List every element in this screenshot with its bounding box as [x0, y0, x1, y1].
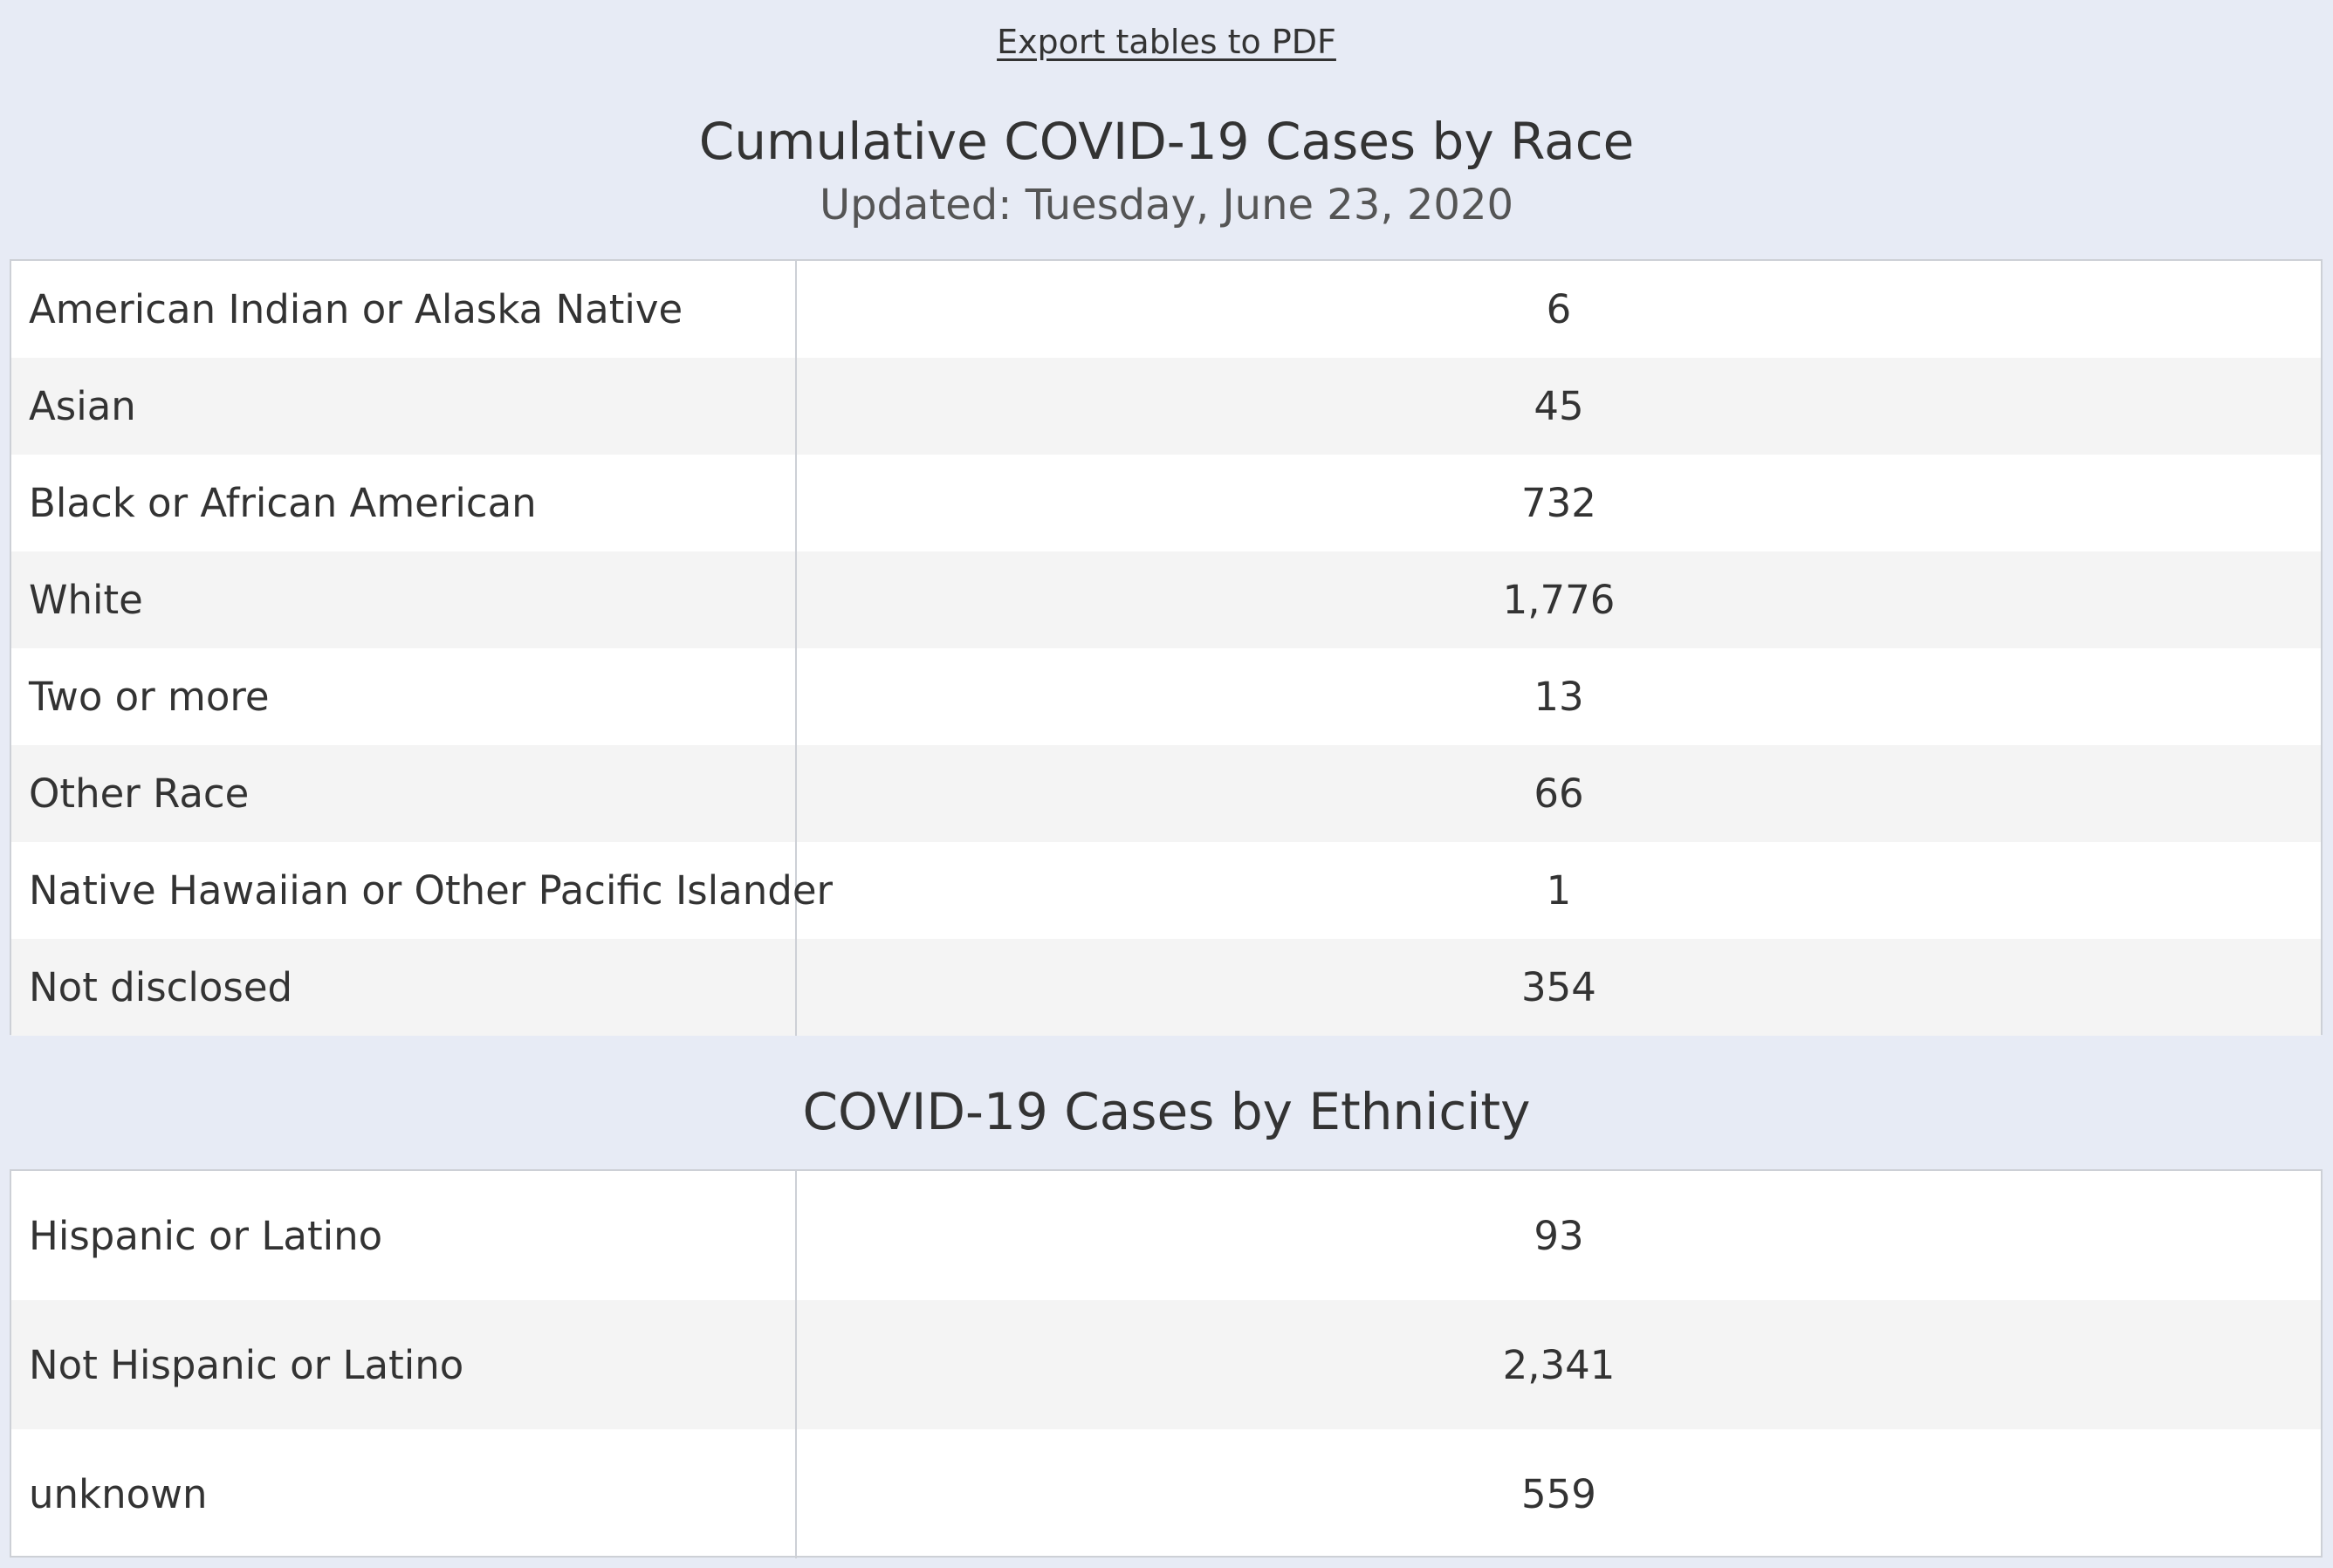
race-case-count: 45 [1534, 383, 1584, 429]
race-label: Native Hawaiian or Other Pacific Islande… [11, 842, 833, 939]
table-row: Asian 45 [11, 358, 2321, 455]
table-row: Not disclosed 354 [11, 939, 2321, 1036]
race-case-count: 1 [1546, 867, 1572, 914]
race-case-count: 13 [1534, 674, 1584, 720]
race-case-count: 354 [1521, 964, 1596, 1010]
table-row: Black or African American 732 [11, 455, 2321, 551]
race-table-title: Cumulative COVID-19 Cases by Race [698, 112, 1635, 171]
ethnicity-case-count: 559 [1521, 1470, 1596, 1517]
ethnicity-label: Not Hispanic or Latino [11, 1300, 797, 1429]
ethnicity-cases-table: Hispanic or Latino 93 Not Hispanic or La… [10, 1169, 2323, 1558]
ethnicity-case-count: 93 [1534, 1212, 1584, 1259]
race-case-count: 6 [1546, 286, 1572, 332]
race-case-count: 732 [1521, 480, 1596, 526]
table-row: Native Hawaiian or Other Pacific Islande… [11, 842, 2321, 939]
race-label: Asian [11, 358, 797, 455]
table-row: Two or more 13 [11, 648, 2321, 745]
table-row: Not Hispanic or Latino 2,341 [11, 1300, 2321, 1429]
table-row: Hispanic or Latino 93 [11, 1171, 2321, 1300]
table-row: American Indian or Alaska Native 6 [11, 261, 2321, 358]
race-label: Two or more [11, 648, 797, 745]
ethnicity-label: Hispanic or Latino [11, 1171, 797, 1300]
race-case-count: 1,776 [1502, 577, 1616, 623]
race-label: Other Race [11, 745, 797, 842]
race-table-updated-date: Updated: Tuesday, June 23, 2020 [819, 181, 1514, 229]
race-label: Black or African American [11, 455, 797, 551]
race-label: Not disclosed [11, 939, 797, 1036]
race-label: White [11, 551, 797, 648]
race-case-count: 66 [1534, 770, 1584, 817]
ethnicity-label: unknown [11, 1429, 797, 1558]
table-row: unknown 559 [11, 1429, 2321, 1558]
ethnicity-case-count: 2,341 [1502, 1341, 1616, 1388]
ethnicity-table-title: COVID-19 Cases by Ethnicity [802, 1082, 1531, 1141]
table-row: White 1,776 [11, 551, 2321, 648]
race-cases-table: American Indian or Alaska Native 6 Asian… [10, 259, 2323, 1036]
export-pdf-link[interactable]: Export tables to PDF [997, 23, 1336, 61]
table-row: Other Race 66 [11, 745, 2321, 842]
race-label: American Indian or Alaska Native [11, 261, 797, 358]
